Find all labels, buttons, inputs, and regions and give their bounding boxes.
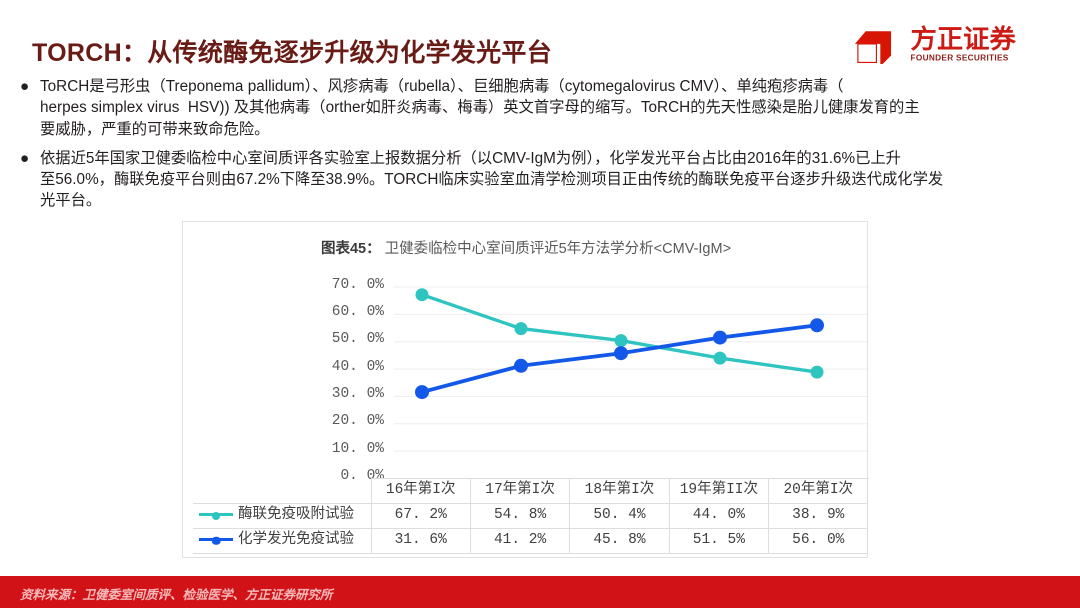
svg-text:FOUNDER SECURITIES: FOUNDER SECURITIES (911, 54, 1009, 63)
svg-text:方正证券: 方正证券 (911, 24, 1017, 54)
